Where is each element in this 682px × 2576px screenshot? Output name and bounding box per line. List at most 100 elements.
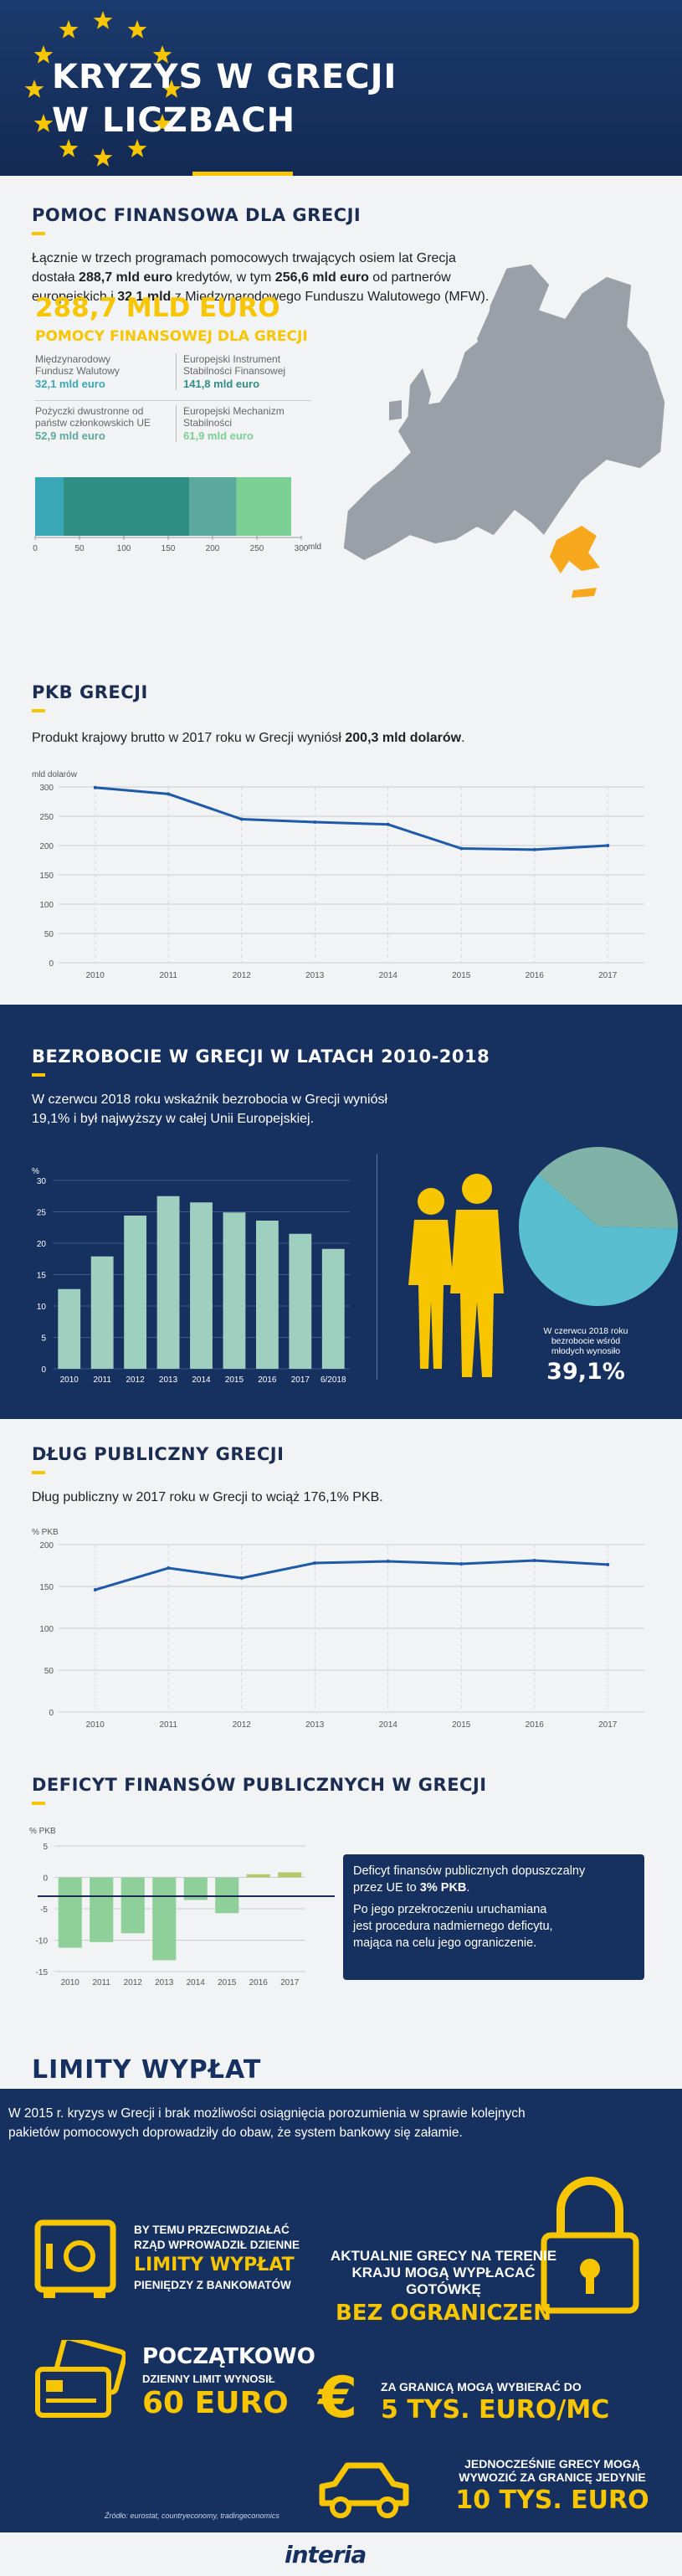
data-point xyxy=(386,1560,390,1563)
safe-text: BY TEMU PRZECIWDZIAŁAĆ RZĄD WPROWADZIŁ D… xyxy=(134,2223,300,2293)
data-point xyxy=(606,844,610,847)
bar xyxy=(90,1256,114,1369)
aid-bar-segment xyxy=(64,477,190,536)
deficit-box-2a: przez UE to xyxy=(353,1881,420,1895)
deficit-section: DEFICYT FINANSÓW PUBLICZNYCH W GRECJI % … xyxy=(0,1746,682,2022)
pie-label: bezrobocie wśród xyxy=(551,1336,620,1346)
data-point xyxy=(167,792,171,796)
aid-bar-unit: mld xyxy=(308,542,321,552)
x-tick-label: 2017 xyxy=(291,1375,310,1385)
aid-legend-value: 52,9 mld euro xyxy=(35,429,105,442)
data-point xyxy=(532,847,536,851)
y-tick-label: 0 xyxy=(49,1709,54,1718)
x-tick-label: 2010 xyxy=(60,1375,79,1385)
data-point xyxy=(386,822,390,826)
data-point xyxy=(313,820,317,824)
eu-stars-icon xyxy=(24,11,182,167)
eu-star-icon xyxy=(152,114,172,132)
aid-bar-tick-label: 250 xyxy=(250,544,264,553)
deficit-box-2c: . xyxy=(466,1881,470,1895)
unemp-heading: BEZROBOCIE W GRECJI W LATACH 2010-2018 xyxy=(32,1046,490,1077)
euro-text: ZA GRANICĄ MOGĄ WYBIERAĆ DO 5 TYS. EURO/… xyxy=(381,2380,609,2427)
aid-legend-item: Pożyczki dwustronne od państw członkowski… xyxy=(35,405,169,442)
aid-bar-segment xyxy=(236,477,292,536)
series-line xyxy=(95,786,608,851)
aid-bar-unit: euro xyxy=(308,552,325,553)
bar xyxy=(121,1877,145,1934)
x-tick-label: 2012 xyxy=(124,1978,143,1987)
x-tick-label: 2012 xyxy=(233,971,252,980)
limits-heading: LIMITY WYPŁAT xyxy=(32,2055,262,2085)
man-body-icon xyxy=(450,1210,504,1377)
limits-panel: W 2015 r. kryzys w Grecji i brak możliwo… xyxy=(0,2089,682,2532)
x-tick-label: 2014 xyxy=(187,1978,206,1987)
norway-sweden xyxy=(477,272,540,368)
y-tick-label: 200 xyxy=(39,842,54,851)
eu-star-icon xyxy=(127,139,147,157)
debt-section: DŁUG PUBLICZNY GRECJI Dług publiczny w 2… xyxy=(0,1419,682,1746)
bar xyxy=(156,1195,180,1369)
deficit-heading-text: DEFICYT FINANSÓW PUBLICZNYCH W GRECJI xyxy=(32,1775,487,1795)
y-tick-label: 50 xyxy=(44,1667,54,1676)
data-point xyxy=(93,785,97,789)
y-tick-label: 20 xyxy=(37,1240,47,1249)
deficit-box-4: jest procedura nadmiernego deficytu, xyxy=(353,1920,553,1933)
data-point xyxy=(239,817,244,821)
woman-body-icon xyxy=(408,1220,454,1369)
x-tick-label: 2012 xyxy=(126,1375,145,1385)
aid-legend: Międzynarodowy Fundusz Walutowy 32,1 mld e… xyxy=(35,353,311,458)
pie-value: 39,1% xyxy=(546,1359,625,1385)
debt-text: Dług publiczny w 2017 roku w Grecji to w… xyxy=(32,1490,383,1504)
aid-legend-label: Międzynarodowy xyxy=(35,353,111,365)
man-head-icon xyxy=(462,1174,492,1204)
y-tick-label: 0 xyxy=(41,1365,46,1375)
unemp-text-1: W czerwcu 2018 roku wskaźnik bezrobocia … xyxy=(32,1093,388,1107)
series-line xyxy=(95,1559,608,1591)
aid-bar-tick-label: 50 xyxy=(74,544,85,553)
deficit-box-2: przez UE to 3% PKB. xyxy=(353,1879,634,1896)
aid-legend-label: Pożyczki dwustronne od xyxy=(35,405,144,417)
debt-line-chart: % PKB 0 50 100 150 200 2010 2011 2012 2013 2014 201… xyxy=(32,1528,644,1730)
x-tick-label: 2011 xyxy=(159,1720,177,1730)
pie-slice xyxy=(538,1147,678,1229)
pie-label: W czerwcu 2018 roku xyxy=(544,1326,628,1336)
bar xyxy=(90,1877,114,1942)
card-text-2: DZIENNY LIMIT WYNOSIŁ xyxy=(142,2373,275,2385)
data-point xyxy=(532,1559,536,1562)
car-icon xyxy=(319,2462,409,2518)
eu-star-icon xyxy=(93,11,113,29)
x-tick-label: 2011 xyxy=(93,1375,111,1385)
unemployment-bar-chart: % 0 5 10 15 20 25 30 2010 2011 2012 2013 2014 2015 201… xyxy=(32,1167,350,1385)
y-tick-label: 25 xyxy=(37,1209,47,1218)
bar xyxy=(215,1877,239,1914)
x-tick-label: 2015 xyxy=(218,1978,237,1987)
aid-legend-label: Fundusz Walutowy xyxy=(35,365,120,377)
deficit-box-2b: 3% PKB xyxy=(419,1881,467,1895)
header-banner: KRYZYS W GRECJI W LICZBACH xyxy=(0,0,682,176)
euro-text-1: ZA GRANICĄ MOGĄ WYBIERAĆ DO xyxy=(381,2380,582,2393)
header-title: KRYZYS W GRECJI W LICZBACH xyxy=(52,55,397,142)
x-tick-label: 2016 xyxy=(258,1375,277,1385)
car-text-1: JEDNOCZEŚNIE GRECY MOGĄ xyxy=(464,2457,640,2471)
aid-legend-label: Europejski Instrument xyxy=(183,353,281,365)
aid-text: Łącznie w trzech programach pomocowych t… xyxy=(32,249,534,306)
euro-icon: € xyxy=(318,2365,358,2431)
deficit-bar-chart: % PKB 5 0 -5 -10 -15 2010 2011 2012 2013 2014 2015 2… xyxy=(29,1827,335,1987)
y-tick-label: 300 xyxy=(39,784,54,793)
eu-star-icon xyxy=(24,80,44,98)
aid-legend-value: 141,8 mld euro xyxy=(183,378,260,390)
x-tick-label: 2017 xyxy=(598,971,618,980)
data-point xyxy=(313,1561,317,1565)
header-accent xyxy=(192,172,293,176)
aid-legend-label: Europejski Mechanizm xyxy=(183,405,285,417)
interia-logo[interactable]: interia xyxy=(285,2541,367,2568)
data-point xyxy=(459,846,464,851)
x-tick-label: 2010 xyxy=(61,1978,80,1987)
aid-legend-item: Europejski Mechanizm Stabilności 61,9 mld … xyxy=(176,405,317,442)
deficit-info-box: Deficyt finansów publicznych dopuszczaln… xyxy=(343,1854,644,1980)
eu-star-icon xyxy=(127,20,147,39)
x-tick-label: 2013 xyxy=(305,971,325,980)
y-tick-label: 150 xyxy=(39,872,54,881)
y-axis-label: mld dolarów xyxy=(32,770,78,779)
y-tick-label: 5 xyxy=(43,1843,48,1852)
